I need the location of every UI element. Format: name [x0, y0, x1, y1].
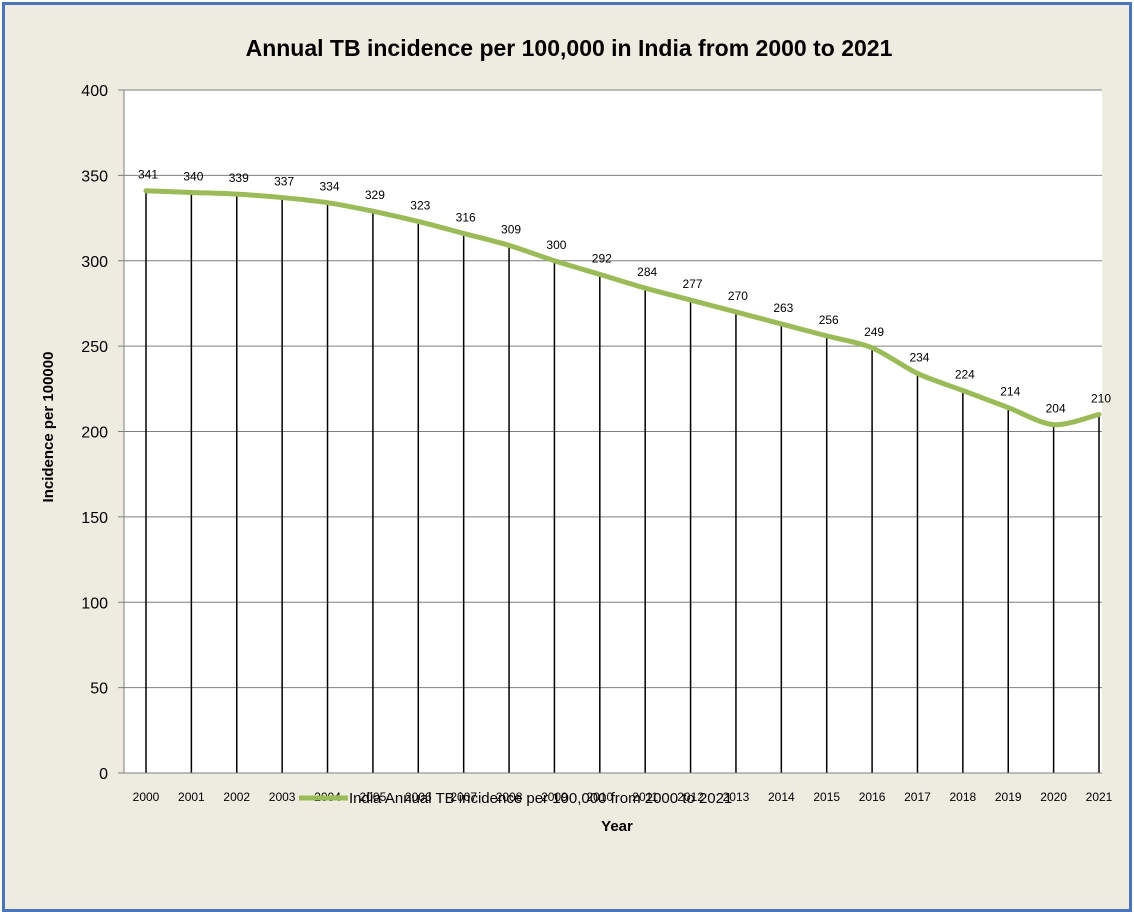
x-tick-label: 2011 [632, 790, 658, 804]
x-tick-label: 2016 [859, 790, 886, 804]
y-tick-label: 400 [81, 83, 108, 100]
x-tick-label: 2002 [223, 790, 250, 804]
data-label: 277 [683, 277, 703, 291]
data-label: 300 [546, 238, 566, 252]
series-line-group [143, 188, 1102, 428]
x-tick-label: 2005 [360, 790, 387, 804]
x-axis-label: Year [601, 818, 633, 835]
data-label: 341 [138, 168, 158, 182]
data-label: 270 [728, 289, 748, 303]
legend-label: India Annual TB incidence per 100,000 fr… [349, 790, 732, 807]
x-tick-label: 2007 [450, 790, 477, 804]
data-label: 284 [637, 265, 657, 279]
data-label: 316 [456, 210, 476, 224]
x-tick-label: 2006 [405, 790, 432, 804]
y-tick-label: 100 [81, 595, 108, 612]
x-tick-label: 2013 [723, 790, 750, 804]
data-label: 256 [819, 313, 839, 327]
x-tick-label: 2019 [995, 790, 1022, 804]
data-labels: 341 340 339 337 334 329 323 316 309 300 292 284 277 2… [138, 168, 1111, 416]
x-tick-label: 2017 [904, 790, 931, 804]
x-tick-label: 2018 [950, 790, 977, 804]
legend: India Annual TB incidence per 100,000 fr… [299, 790, 732, 807]
data-label: 249 [864, 325, 884, 339]
y-tick-label: 50 [90, 681, 108, 698]
y-tick-labels: 0 50 100 150 200 250 300 350 400 [81, 83, 108, 783]
data-label: 234 [909, 350, 929, 364]
line-chart: Annual TB incidence per 100,000 in India… [40, 35, 1113, 835]
data-label: 292 [592, 251, 612, 265]
x-tick-label: 2020 [1040, 790, 1067, 804]
x-tick-label: 2012 [677, 790, 704, 804]
data-label: 210 [1091, 391, 1111, 405]
data-label: 204 [1046, 402, 1066, 416]
y-tick-label: 0 [99, 766, 108, 783]
data-label: 329 [365, 188, 385, 202]
y-tick-label: 200 [81, 425, 108, 442]
data-label: 334 [320, 180, 340, 194]
data-label: 323 [410, 198, 430, 212]
data-label: 309 [501, 222, 521, 236]
data-label: 224 [955, 368, 975, 382]
x-tick-label: 2003 [269, 790, 296, 804]
y-axis-label: Incidence per 100000 [40, 352, 57, 503]
data-label: 337 [274, 175, 294, 189]
data-label: 340 [183, 169, 203, 183]
x-tick-label: 2001 [178, 790, 205, 804]
data-label: 339 [229, 171, 249, 185]
y-tick-label: 250 [81, 339, 108, 356]
x-tick-label: 2014 [768, 790, 795, 804]
x-tick-label: 2009 [541, 790, 568, 804]
y-tick-label: 150 [81, 510, 108, 527]
drop-lines [145, 190, 1100, 773]
x-tick-label: 2008 [496, 790, 523, 804]
x-tick-label: 2015 [813, 790, 840, 804]
x-tick-label: 2000 [133, 790, 160, 804]
x-tick-label: 2021 [1086, 790, 1113, 804]
series-line [143, 188, 1102, 428]
data-label: 263 [773, 301, 793, 315]
axes [118, 89, 1102, 774]
y-tick-label: 300 [81, 254, 108, 271]
x-tick-label: 2010 [586, 790, 613, 804]
y-tick-label: 350 [81, 168, 108, 185]
gridlines [124, 89, 1102, 689]
data-label: 214 [1000, 385, 1020, 399]
chart-title: Annual TB incidence per 100,000 in India… [246, 35, 893, 61]
x-tick-labels: 2000200120022003200420052006200720082009… [133, 790, 1113, 804]
